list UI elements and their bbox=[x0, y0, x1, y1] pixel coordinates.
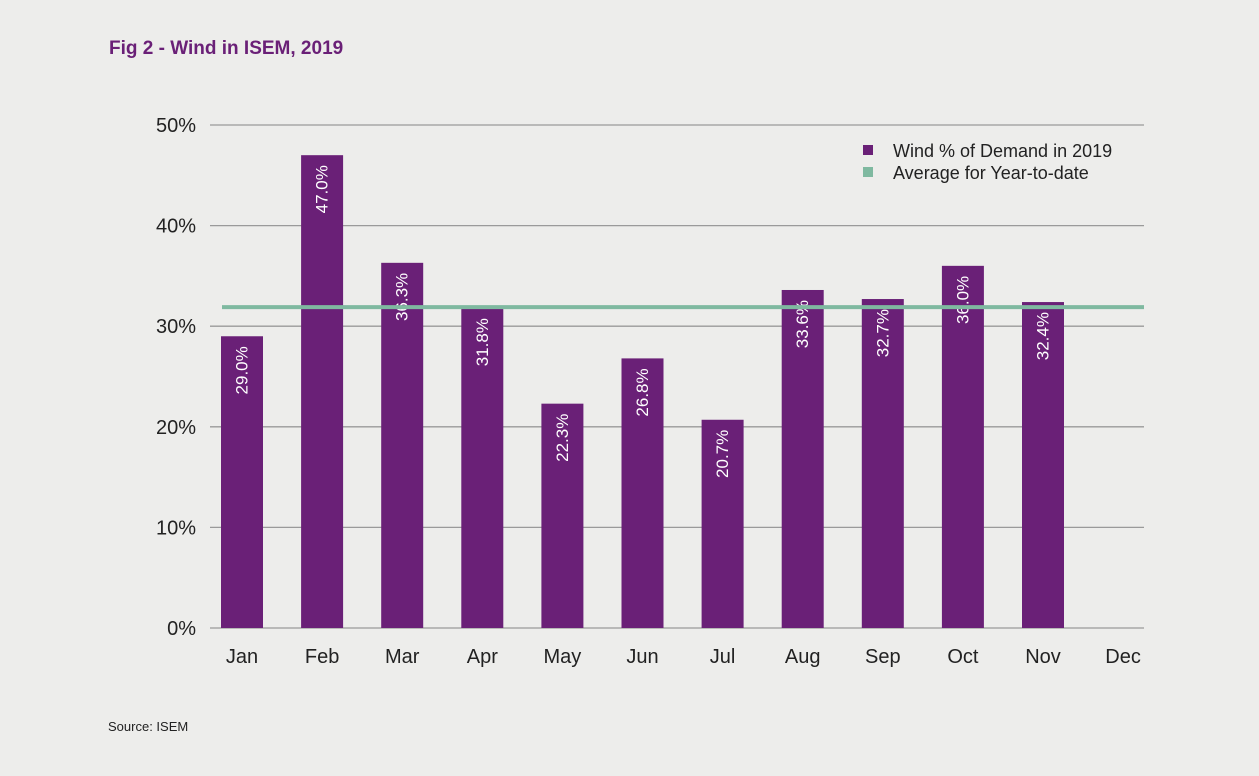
chart-title: Fig 2 - Wind in ISEM, 2019 bbox=[109, 38, 344, 59]
y-tick-label: 50% bbox=[156, 115, 196, 137]
grid-lines bbox=[210, 124, 1144, 629]
legend-label: Average for Year-to-date bbox=[893, 163, 1089, 183]
bar-data-label: 29.0% bbox=[233, 346, 252, 394]
bar bbox=[541, 403, 584, 628]
y-tick-label: 10% bbox=[156, 517, 196, 539]
bar bbox=[301, 155, 344, 628]
bar-data-label: 36.3% bbox=[393, 273, 412, 321]
x-axis-ticks: Jan Feb Mar Apr May Jun Jul Aug Sep Oct Nov Dec bbox=[226, 646, 1141, 668]
bar-data-label: 33.6% bbox=[793, 300, 812, 348]
x-tick-label: Sep bbox=[865, 646, 901, 668]
legend-label: Wind % of Demand in 2019 bbox=[893, 141, 1112, 161]
bar-data-label: 31.8% bbox=[473, 318, 492, 366]
bar-data-label: 32.7% bbox=[873, 309, 892, 357]
bar-data-label: 32.4% bbox=[1034, 312, 1053, 360]
x-tick-label: Feb bbox=[305, 646, 339, 668]
bar bbox=[861, 299, 904, 628]
legend-swatch bbox=[863, 167, 873, 177]
bar-data-label: 20.7% bbox=[713, 430, 732, 478]
bar bbox=[941, 265, 984, 628]
x-tick-label: Apr bbox=[467, 646, 498, 668]
bars: 29.0% 47.0% 36.3% 31.8% 22.3% 26.8% 20.7% 33.6%… bbox=[221, 155, 1064, 628]
x-tick-label: Nov bbox=[1025, 646, 1061, 668]
y-tick-label: 30% bbox=[156, 316, 196, 338]
bar-data-label: 47.0% bbox=[313, 165, 332, 213]
bar bbox=[461, 308, 504, 628]
source-note: Source: ISEM bbox=[108, 719, 189, 734]
bar bbox=[1022, 302, 1064, 628]
x-tick-label: Aug bbox=[785, 646, 821, 668]
x-tick-label: Jan bbox=[226, 646, 258, 668]
bar bbox=[781, 289, 824, 628]
y-tick-label: 40% bbox=[156, 216, 196, 238]
y-axis-ticks: 0% 10% 20% 30% 40% 50% bbox=[156, 115, 196, 640]
x-tick-label: Jun bbox=[626, 646, 658, 668]
x-tick-label: May bbox=[544, 646, 582, 668]
y-tick-label: 20% bbox=[156, 417, 196, 439]
bar bbox=[701, 419, 744, 628]
bar bbox=[221, 336, 263, 628]
legend-swatch bbox=[863, 145, 873, 155]
x-tick-label: Dec bbox=[1105, 646, 1141, 668]
bar bbox=[381, 262, 424, 628]
bar-data-label: 26.8% bbox=[633, 368, 652, 416]
x-tick-label: Jul bbox=[710, 646, 736, 668]
bar-data-label: 22.3% bbox=[553, 414, 572, 462]
bar bbox=[621, 358, 664, 628]
x-tick-label: Oct bbox=[947, 646, 979, 668]
x-tick-label: Mar bbox=[385, 646, 420, 668]
y-tick-label: 0% bbox=[167, 618, 196, 640]
bar-data-label: 36.0% bbox=[953, 276, 972, 324]
